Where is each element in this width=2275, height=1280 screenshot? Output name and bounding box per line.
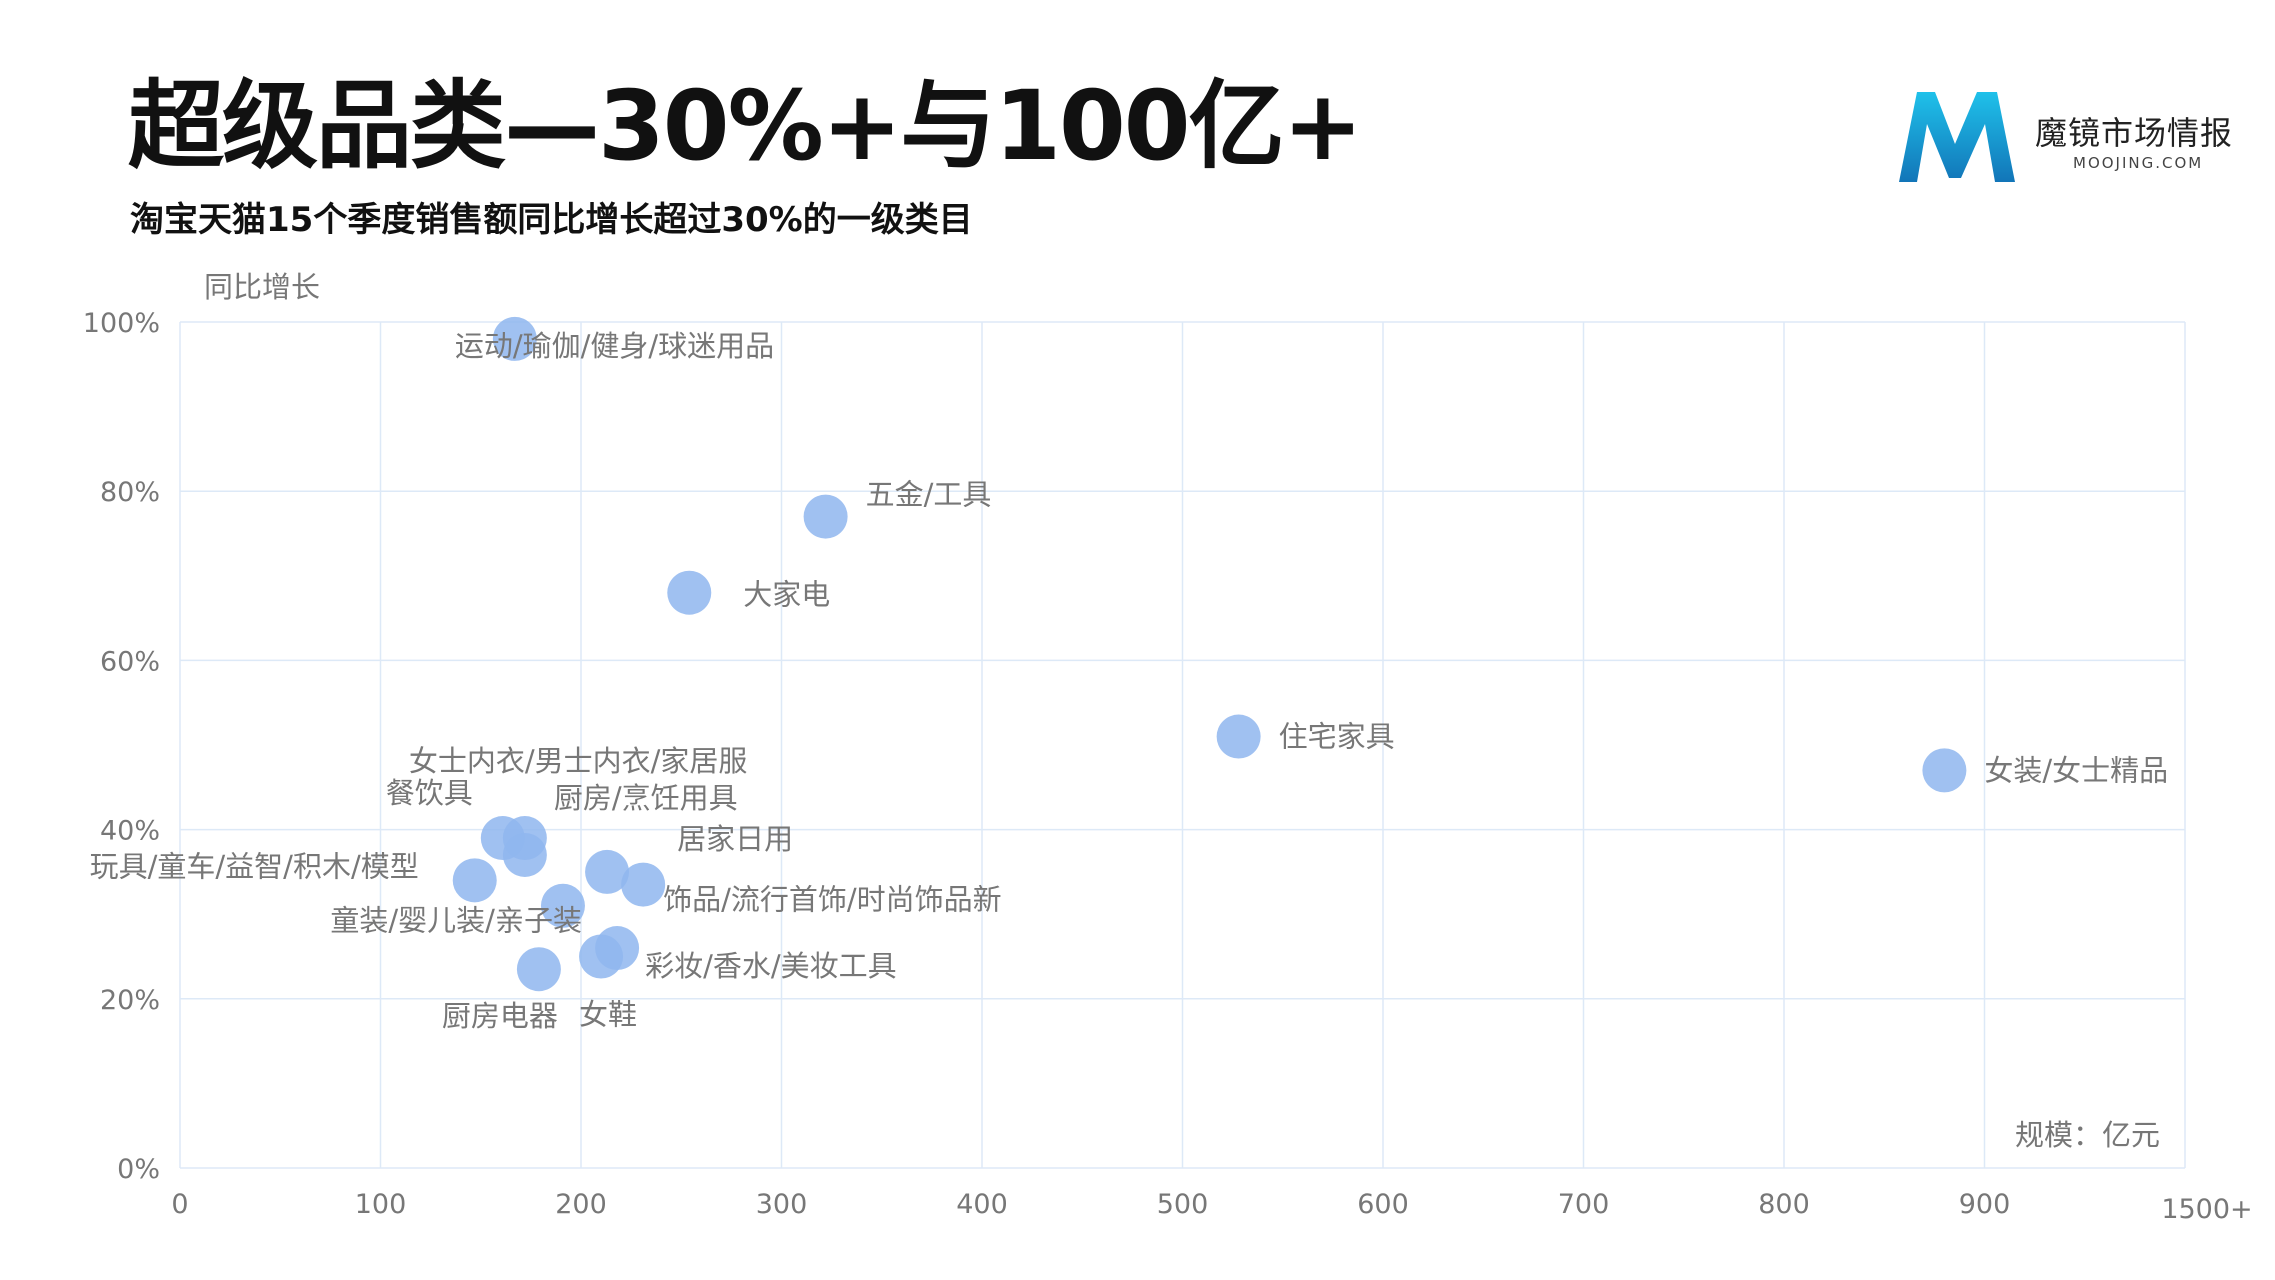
- x-tick-label: 400: [956, 1189, 1008, 1220]
- x-tick-label: 600: [1357, 1189, 1409, 1220]
- x-tick-label: 200: [555, 1189, 607, 1220]
- logo-name: 魔镜市场情报: [2035, 114, 2234, 152]
- x-tick-label: 700: [1558, 1189, 1610, 1220]
- x-tick-label: 300: [756, 1189, 808, 1220]
- point-label: 餐饮具: [386, 776, 473, 810]
- point-label: 玩具/童车/益智/积木/模型: [90, 849, 419, 883]
- point-label: 女鞋: [579, 998, 637, 1032]
- x-tick-label: 0: [171, 1189, 188, 1220]
- y-tick-label: 100%: [83, 308, 160, 339]
- point-label: 女士内衣/男士内衣/家居服: [409, 744, 748, 778]
- scatter-point: [516, 947, 561, 992]
- scatter-point: [492, 316, 537, 361]
- x-tick-label: 100: [355, 1189, 407, 1220]
- brand-logo: 魔镜市场情报 MOOJING.COM: [1895, 82, 2255, 192]
- point-label: 运动/瑜伽/健身/球迷用品: [455, 329, 774, 363]
- page-subtitle: 淘宝天猫15个季度销售额同比增长超过30%的一级类目: [130, 200, 973, 240]
- scatter-point: [667, 570, 712, 615]
- scatter-point: [502, 816, 547, 861]
- point-label: 居家日用: [677, 822, 793, 856]
- point-label: 饰品/流行首饰/时尚饰品新: [663, 883, 1002, 917]
- x-tick-label: 800: [1758, 1189, 1810, 1220]
- point-label: 童装/婴儿装/亲子装: [330, 904, 582, 938]
- scatter-point: [585, 849, 630, 894]
- y-tick-label: 60%: [100, 646, 160, 677]
- point-label: 女装/女士精品: [1984, 753, 2168, 787]
- moojing-m-logo-icon: [1899, 92, 2015, 182]
- scatter-point: [621, 862, 666, 907]
- scatter-point: [540, 883, 585, 928]
- point-label: 厨房电器: [442, 999, 558, 1033]
- point-label: 彩妆/香水/美妆工具: [645, 949, 897, 983]
- y-axis-title: 同比增长: [204, 270, 320, 304]
- page-title: 超级品类—30%+与100亿+: [128, 70, 1363, 182]
- point-label: 厨房/烹饪用具: [554, 781, 738, 815]
- scatter-point: [803, 494, 848, 539]
- y-tick-label: 40%: [100, 816, 160, 847]
- scatter-point: [1922, 748, 1967, 793]
- scatter-point: [1216, 714, 1261, 759]
- logo-sub: MOOJING.COM: [2073, 154, 2204, 172]
- y-tick-label: 80%: [100, 477, 160, 508]
- point-label: 五金/工具: [866, 478, 992, 512]
- y-tick-label: 0%: [117, 1154, 160, 1185]
- x-tick-label: 1500+: [2161, 1194, 2252, 1225]
- y-tick-label: 20%: [100, 985, 160, 1016]
- scatter-point: [452, 858, 497, 903]
- x-tick-label: 500: [1157, 1189, 1209, 1220]
- point-label: 大家电: [743, 578, 830, 612]
- point-label: 住宅家具: [1279, 720, 1395, 754]
- scatter-point: [579, 934, 624, 979]
- x-axis-title: 规模：亿元: [2015, 1118, 2160, 1152]
- x-tick-label: 900: [1959, 1189, 2011, 1220]
